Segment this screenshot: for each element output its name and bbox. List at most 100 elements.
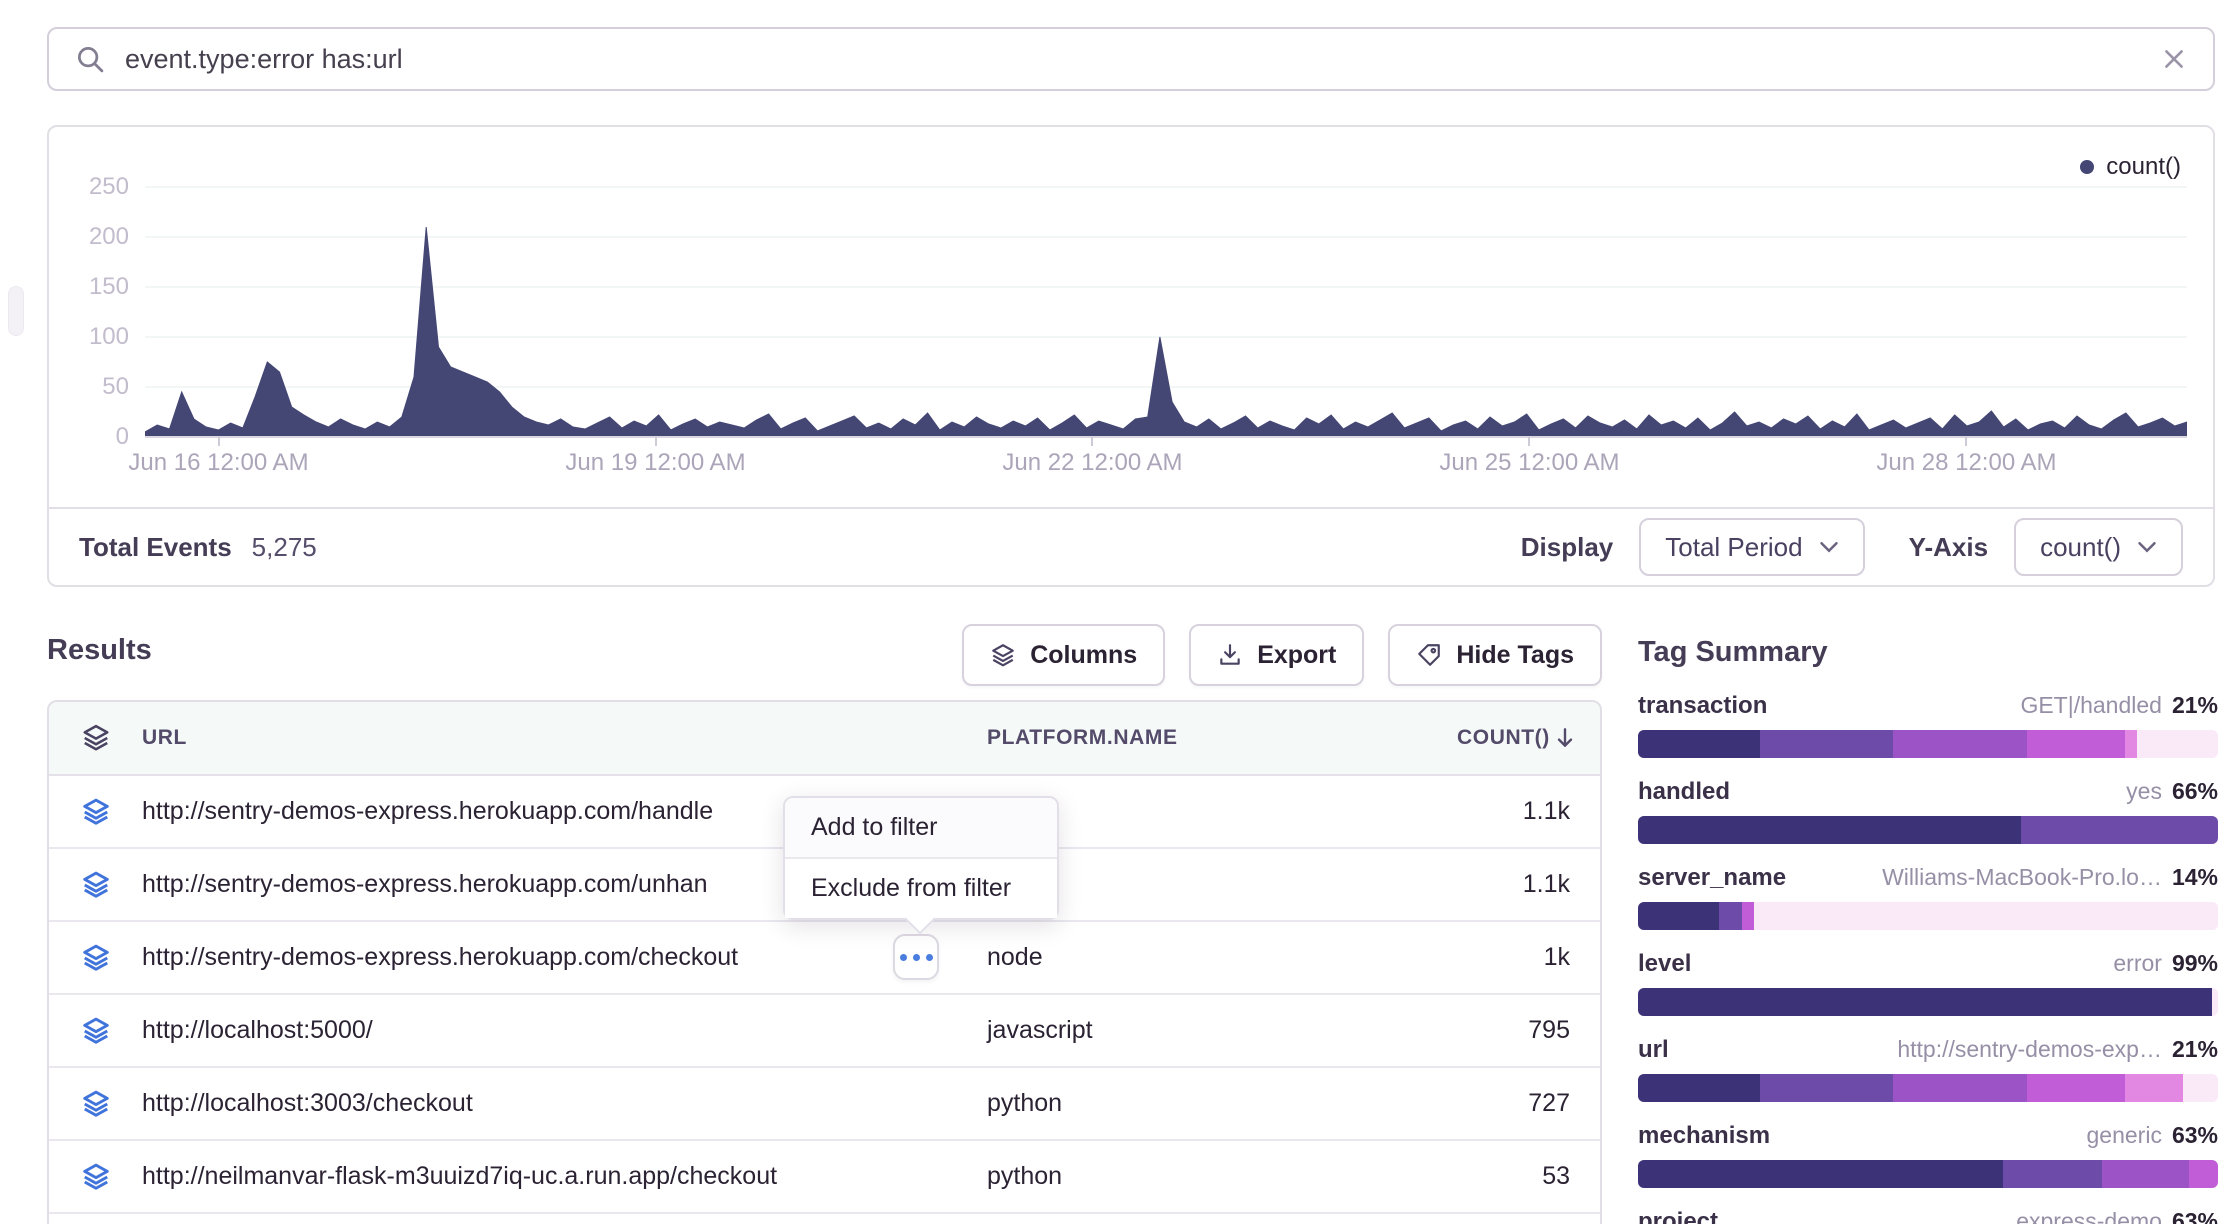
tag-bar-segment — [2212, 988, 2218, 1016]
tag-bar-segment — [1742, 902, 1754, 930]
column-header-count-label: COUNT() — [1457, 726, 1550, 750]
tag-summary-heading: Tag Summary — [1638, 636, 2218, 676]
tag-bar-segment — [1638, 1160, 2003, 1188]
yaxis-label: Y-Axis — [1909, 532, 1989, 563]
tag-bar-segment — [2021, 816, 2218, 844]
results-table: URL PLATFORM.NAME COUNT() http://sentry-… — [47, 700, 1602, 1224]
results-table-header: URL PLATFORM.NAME COUNT() — [49, 702, 1600, 776]
clear-search-icon[interactable] — [2161, 46, 2187, 72]
platform-cell: node — [987, 943, 1457, 972]
tag-bar-segment — [2027, 1074, 2126, 1102]
tag-top-percent: 99% — [2172, 950, 2218, 977]
y-axis-tick-label: 0 — [49, 423, 129, 451]
tag-top-percent: 21% — [2172, 1036, 2218, 1063]
x-axis-tick-label: Jun 19 12:00 AM — [565, 449, 745, 477]
tag-top-value: yes — [2126, 778, 2162, 805]
tag-distribution-bar[interactable] — [1638, 730, 2218, 758]
column-header-count[interactable]: COUNT() — [1457, 726, 1602, 750]
total-events-value: 5,275 — [252, 532, 317, 563]
display-label: Display — [1521, 532, 1614, 563]
column-header-url[interactable]: URL — [142, 726, 987, 750]
tag-top-value: GET|/handled — [2020, 692, 2162, 719]
tag-bar-segment — [1760, 1074, 1893, 1102]
download-icon — [1217, 642, 1243, 668]
tag-bar-segment — [1638, 730, 1760, 758]
tag-top-percent: 63% — [2172, 1208, 2218, 1224]
tag-distribution-bar[interactable] — [1638, 1074, 2218, 1102]
tag-icon — [1416, 642, 1442, 668]
tag-bar-segment — [2183, 1074, 2218, 1102]
chevron-down-icon — [2137, 540, 2157, 554]
tag-bar-segment — [1638, 1074, 1760, 1102]
chart-plot-area[interactable] — [145, 177, 2187, 437]
x-axis-tick-label: Jun 25 12:00 AM — [1439, 449, 1619, 477]
search-bar[interactable] — [47, 27, 2215, 91]
tag-row: mechanism generic 63% — [1638, 1122, 2218, 1188]
count-cell: 53 — [1457, 1162, 1600, 1191]
url-cell[interactable]: http://localhost:3003/checkout — [142, 1089, 987, 1118]
tag-row: project express-demo 63% — [1638, 1208, 2218, 1224]
chart-y-axis: 050100150200250 — [49, 177, 129, 437]
cell-actions-button[interactable] — [893, 934, 939, 980]
tag-row: url http://sentry-demos-exp… 21% — [1638, 1036, 2218, 1102]
tag-bar-segment — [2003, 1160, 2102, 1188]
hide-tags-button-label: Hide Tags — [1456, 641, 1574, 670]
tag-bar-segment — [1893, 1074, 2026, 1102]
tag-distribution-bar[interactable] — [1638, 902, 2218, 930]
tag-name: mechanism — [1638, 1122, 1770, 1150]
url-cell[interactable]: http://neilmanvar-flask-m3uuizd7iq-uc.a.… — [142, 1162, 987, 1191]
table-row[interactable]: http://localhost:3003/checkout python 72… — [49, 1068, 1600, 1141]
tag-distribution-bar[interactable] — [1638, 988, 2218, 1016]
tag-distribution-bar[interactable] — [1638, 1160, 2218, 1188]
tag-bar-segment — [1719, 902, 1742, 930]
export-button-label: Export — [1257, 641, 1336, 670]
yaxis-select[interactable]: count() — [2014, 518, 2183, 576]
columns-button[interactable]: Columns — [962, 624, 1165, 686]
tag-name: url — [1638, 1036, 1669, 1064]
tag-top-value: error — [2113, 950, 2162, 977]
tag-top-percent: 66% — [2172, 778, 2218, 805]
tag-bar-segment — [1638, 988, 2212, 1016]
y-axis-tick-label: 50 — [49, 373, 129, 401]
tag-top-value: express-demo — [2016, 1208, 2162, 1224]
url-cell[interactable]: http://sentry-demos-express.herokuapp.co… — [142, 943, 987, 972]
tag-distribution-bar[interactable] — [1638, 816, 2218, 844]
tag-bar-segment — [1760, 730, 1893, 758]
layers-icon — [49, 1162, 142, 1192]
export-button[interactable]: Export — [1189, 624, 1364, 686]
layers-icon — [49, 870, 142, 900]
tag-name: handled — [1638, 778, 1730, 806]
yaxis-select-value: count() — [2040, 532, 2121, 563]
tag-name: transaction — [1638, 692, 1767, 720]
chart-x-axis: Jun 16 12:00 AMJun 19 12:00 AMJun 22 12:… — [145, 449, 2187, 483]
tag-bar-segment — [1638, 902, 1719, 930]
results-heading: Results — [47, 634, 152, 667]
count-cell: 727 — [1457, 1089, 1600, 1118]
menu-item-add-to-filter[interactable]: Add to filter — [785, 798, 1057, 857]
tag-row: server_name Williams-MacBook-Pro.lo… 14% — [1638, 864, 2218, 930]
tag-bar-segment — [2027, 730, 2126, 758]
tag-row: level error 99% — [1638, 950, 2218, 1016]
tag-top-percent: 63% — [2172, 1122, 2218, 1149]
x-axis-tick — [655, 437, 657, 446]
y-axis-tick-label: 100 — [49, 323, 129, 351]
table-row[interactable]: http://neilmanvar-flask-m3uuizd7iq-uc.a.… — [49, 1141, 1600, 1214]
table-row[interactable]: http://localhost:5000/ javascript 795 — [49, 995, 1600, 1068]
hide-tags-button[interactable]: Hide Tags — [1388, 624, 1602, 686]
display-select[interactable]: Total Period — [1639, 518, 1864, 576]
columns-button-label: Columns — [1030, 641, 1137, 670]
y-axis-tick-label: 200 — [49, 223, 129, 251]
x-axis-tick-label: Jun 16 12:00 AM — [128, 449, 308, 477]
y-axis-tick-label: 150 — [49, 273, 129, 301]
table-row[interactable]: http://sentry-demos-express.herokuapp.co… — [49, 922, 1600, 995]
tag-row: handled yes 66% — [1638, 778, 2218, 844]
tag-top-percent: 21% — [2172, 692, 2218, 719]
count-cell: 1.1k — [1457, 797, 1600, 826]
search-input[interactable] — [125, 44, 2141, 75]
panel-resize-handle[interactable] — [8, 286, 24, 336]
chart-baseline — [145, 436, 2187, 438]
url-cell[interactable]: http://localhost:5000/ — [142, 1016, 987, 1045]
tag-bar-segment — [1638, 816, 2021, 844]
column-header-platform[interactable]: PLATFORM.NAME — [987, 726, 1457, 750]
platform-cell: python — [987, 1162, 1457, 1191]
